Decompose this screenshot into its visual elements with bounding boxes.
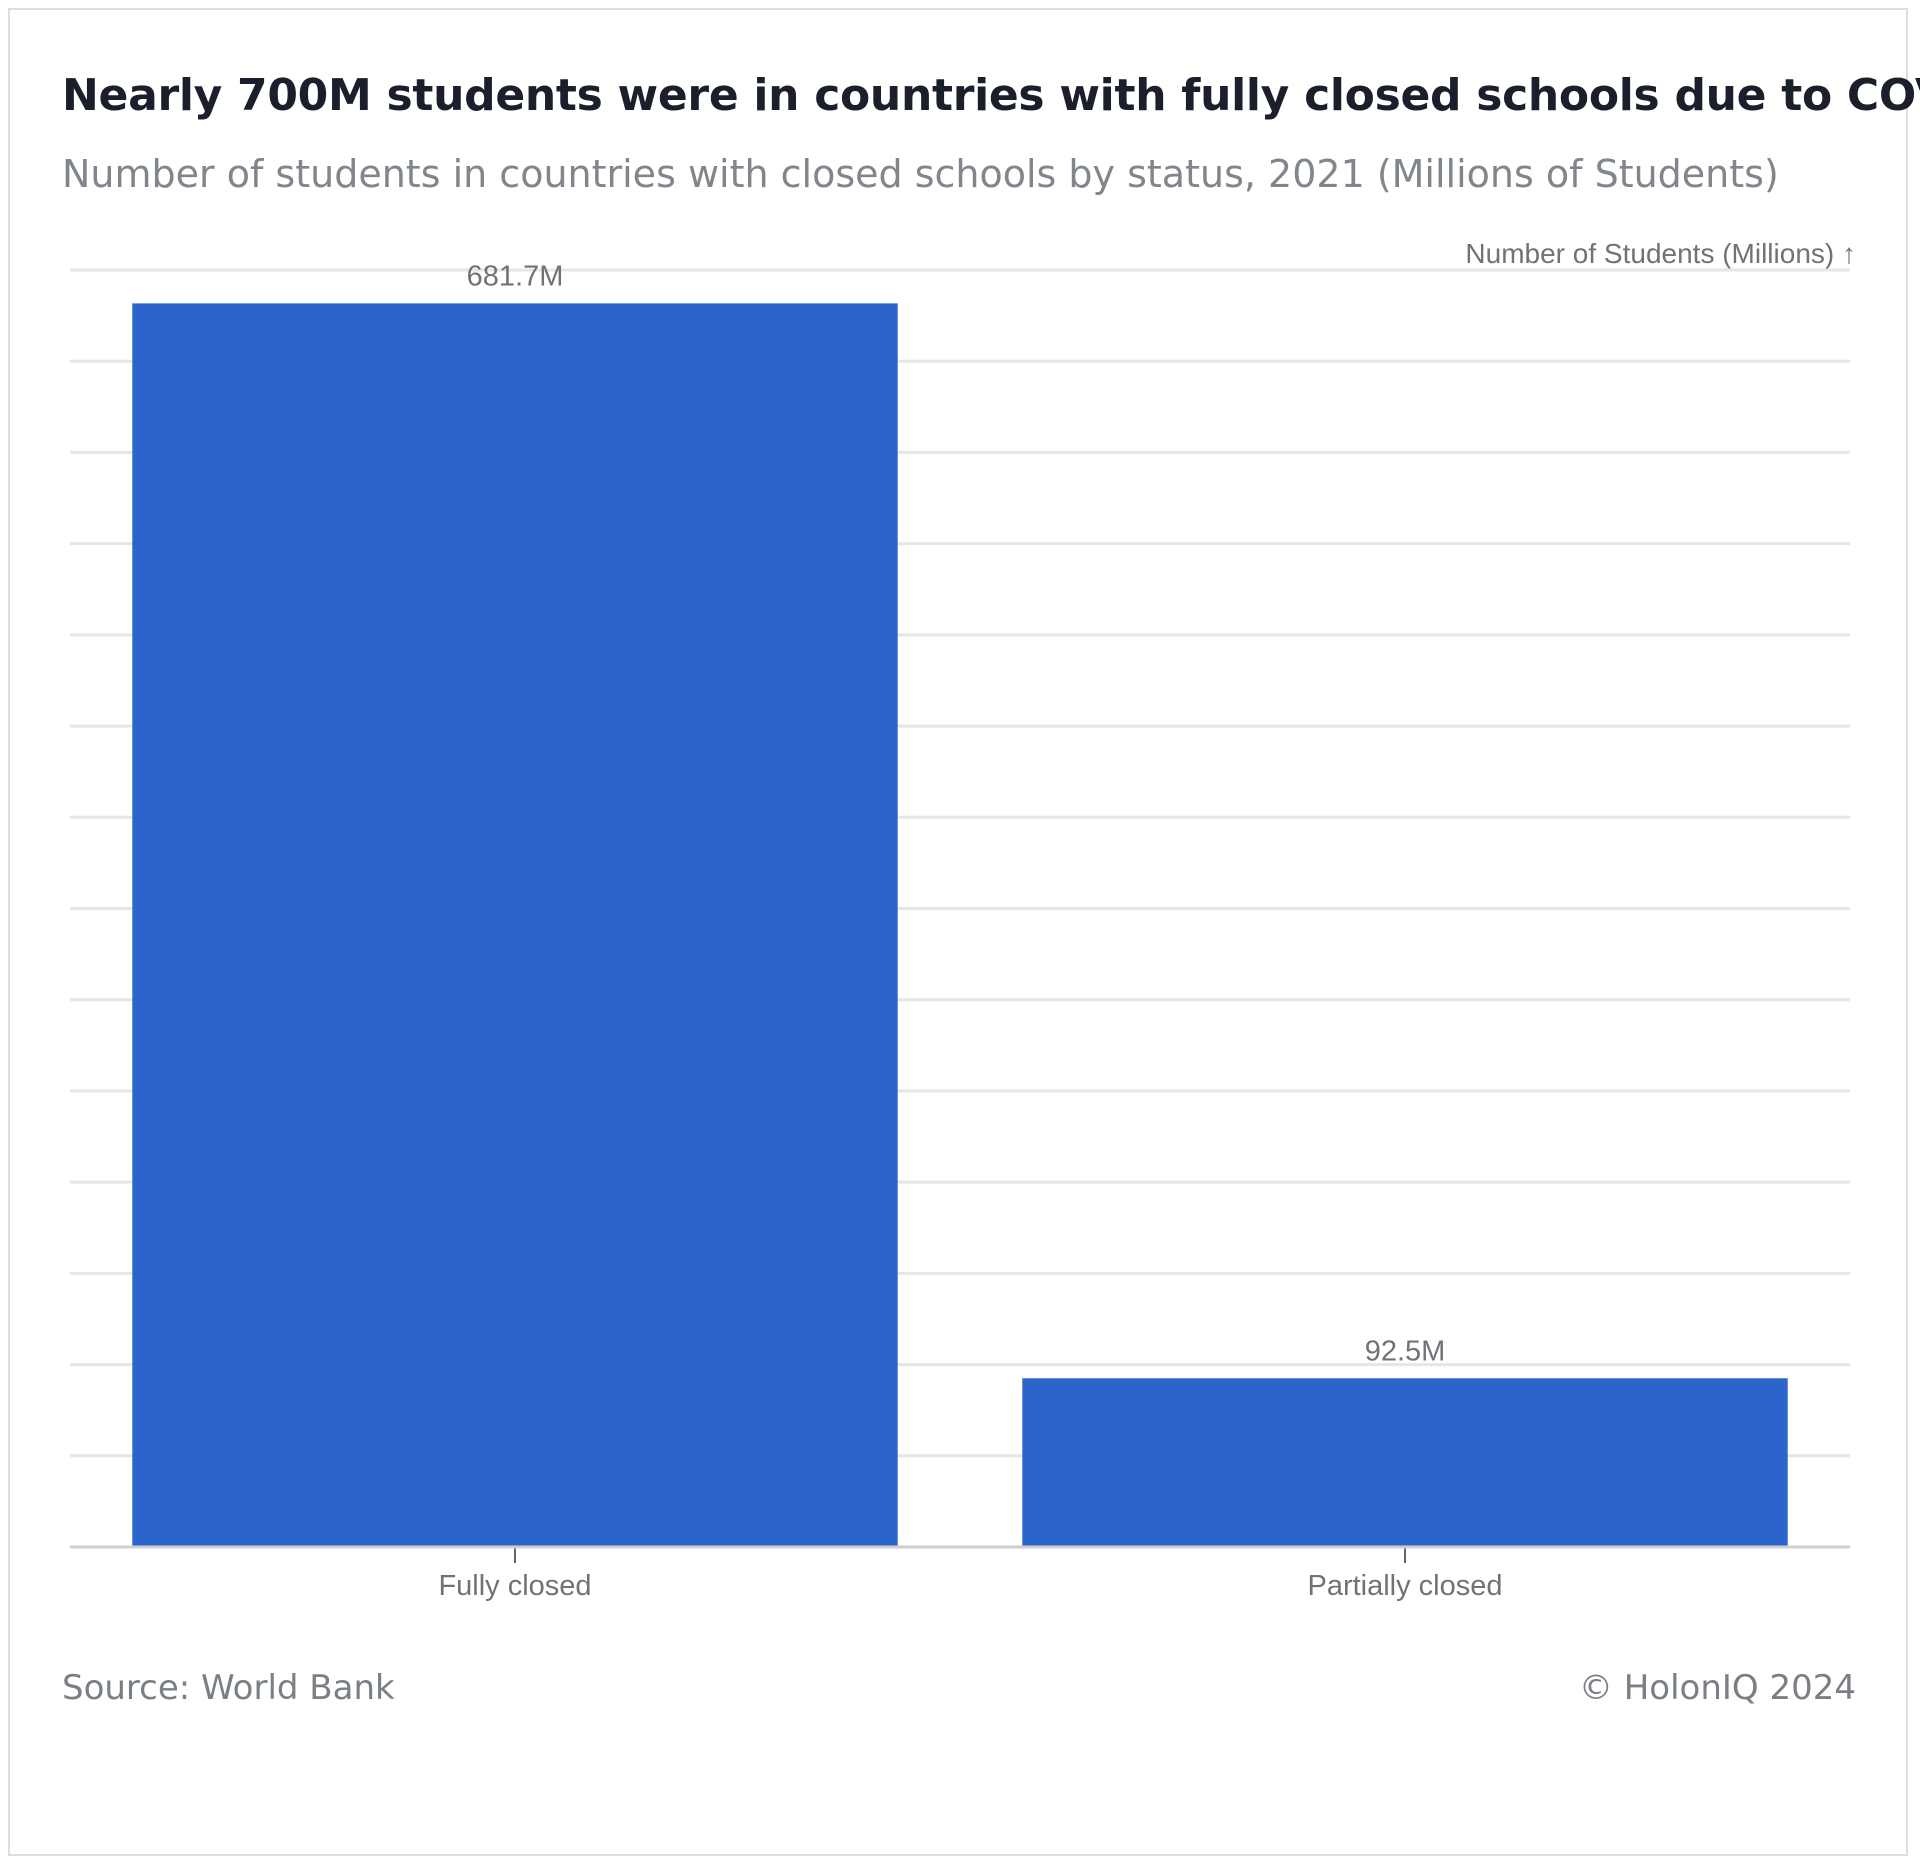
data-label: 92.5M <box>1365 1335 1446 1367</box>
copyright-note: © HolonIQ 2024 <box>1578 1668 1856 1708</box>
source-note: Source: World Bank <box>62 1668 395 1708</box>
bars <box>132 303 1788 1548</box>
bar-partially-closed <box>1022 1378 1788 1547</box>
bar-fully-closed <box>132 303 898 1548</box>
chart-subtitle: Number of students in countries with clo… <box>62 152 1779 196</box>
y-axis-label: Number of Students (Millions) ↑ <box>1465 238 1856 269</box>
x-tick-label: Fully closed <box>438 1570 591 1602</box>
labels: 681.7M Fully closed 92.5M Partially closed <box>438 260 1502 1602</box>
x-tick-label: Partially closed <box>1307 1570 1502 1602</box>
chart-title: Nearly 700M students were in countries w… <box>62 70 1920 121</box>
data-label: 681.7M <box>467 260 564 292</box>
x-axis <box>70 1545 1850 1563</box>
